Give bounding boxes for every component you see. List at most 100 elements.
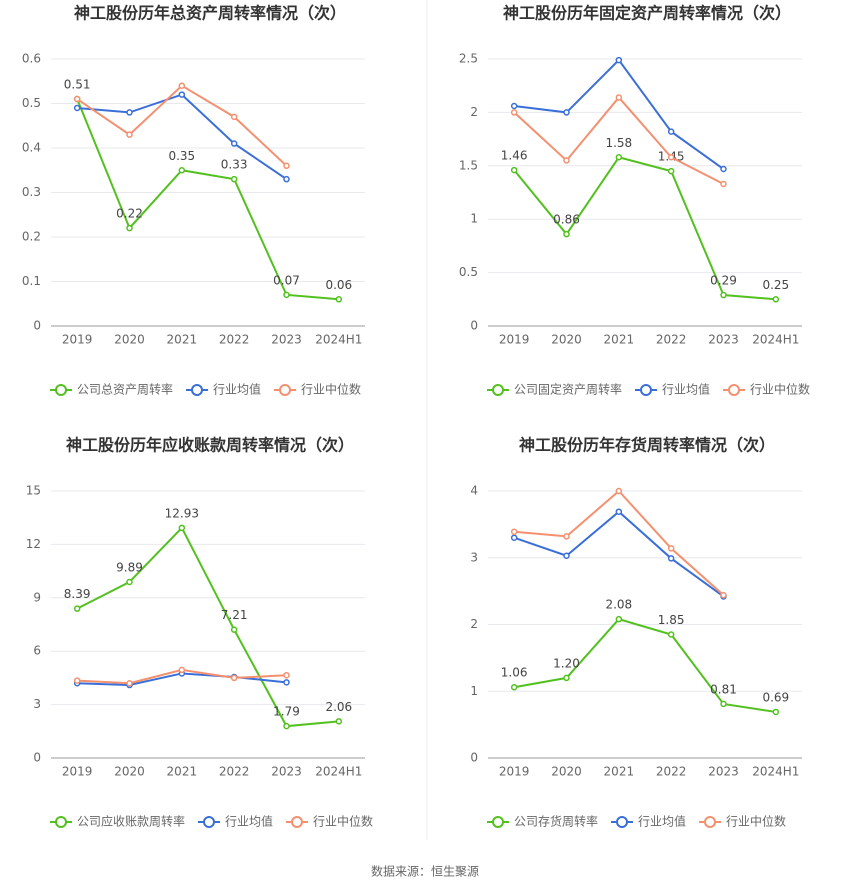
series-line bbox=[514, 489, 725, 596]
data-point bbox=[510, 528, 518, 535]
data-label: 1.79 bbox=[273, 705, 300, 719]
y-tick-label: 2.5 bbox=[459, 52, 478, 66]
series-line bbox=[513, 510, 725, 598]
legend-swatch[interactable] bbox=[492, 384, 504, 396]
data-point bbox=[126, 109, 133, 116]
legend-swatch[interactable] bbox=[704, 816, 716, 828]
legend-label[interactable]: 行业中位数 bbox=[301, 382, 361, 397]
x-tick-label: 2020 bbox=[551, 765, 582, 779]
data-label: 0.07 bbox=[273, 273, 300, 287]
y-tick-label: 6 bbox=[33, 644, 41, 658]
legend-swatch[interactable] bbox=[191, 384, 203, 396]
legend-swatch[interactable] bbox=[55, 816, 67, 828]
data-label: 2.06 bbox=[325, 700, 352, 714]
legend-label[interactable]: 行业均值 bbox=[638, 814, 686, 829]
y-tick-label: 0 bbox=[33, 319, 41, 333]
chart-title: 神工股份历年应收账款周转率情况（次） bbox=[66, 436, 354, 455]
legend-label[interactable]: 公司总资产周转率 bbox=[77, 382, 173, 397]
data-point bbox=[230, 674, 238, 682]
data-point bbox=[563, 533, 570, 540]
data-point bbox=[615, 154, 623, 161]
legend-label[interactable]: 行业中位数 bbox=[726, 814, 786, 829]
data-point bbox=[720, 180, 727, 188]
data-point bbox=[126, 578, 133, 586]
legend-label[interactable]: 行业中位数 bbox=[313, 814, 373, 829]
legend-swatch[interactable] bbox=[616, 816, 628, 828]
x-tick-label: 2019 bbox=[62, 765, 93, 779]
data-point bbox=[178, 167, 186, 174]
x-tick-label: 2019 bbox=[62, 333, 93, 347]
data-point bbox=[720, 591, 727, 599]
series-line bbox=[514, 58, 725, 170]
legend-swatch[interactable] bbox=[279, 384, 291, 396]
data-label: 7.21 bbox=[221, 608, 248, 622]
legend-label[interactable]: 公司固定资产周转率 bbox=[514, 382, 622, 397]
data-point bbox=[720, 165, 727, 173]
y-tick-label: 1 bbox=[470, 684, 478, 698]
data-point bbox=[283, 671, 290, 679]
x-tick-label: 2019 bbox=[499, 333, 530, 347]
legend-label[interactable]: 行业均值 bbox=[213, 382, 261, 397]
data-label: 1.85 bbox=[658, 613, 685, 627]
series-line bbox=[513, 156, 776, 301]
legend-swatch[interactable] bbox=[291, 816, 303, 828]
y-tick-label: 0.2 bbox=[22, 230, 41, 244]
legend-swatch[interactable] bbox=[492, 816, 504, 828]
y-tick-label: 0 bbox=[33, 751, 41, 765]
data-point bbox=[563, 230, 570, 238]
data-point bbox=[772, 708, 780, 716]
legend-swatch[interactable] bbox=[728, 384, 740, 396]
legend-label[interactable]: 行业均值 bbox=[662, 382, 710, 397]
data-point bbox=[230, 113, 238, 121]
data-point bbox=[230, 626, 238, 633]
data-label: 0.35 bbox=[168, 149, 195, 163]
data-point bbox=[667, 167, 675, 175]
data-point bbox=[563, 157, 570, 164]
data-point bbox=[283, 291, 290, 299]
legend-swatch[interactable] bbox=[640, 384, 652, 396]
x-tick-label: 2023 bbox=[271, 765, 302, 779]
data-point bbox=[73, 605, 81, 612]
data-point bbox=[283, 175, 290, 183]
legend-label[interactable]: 行业均值 bbox=[225, 814, 273, 829]
data-label: 0.51 bbox=[64, 78, 91, 92]
legend-swatch[interactable] bbox=[203, 816, 215, 828]
data-point bbox=[510, 683, 518, 691]
y-tick-label: 3 bbox=[33, 697, 41, 711]
data-point bbox=[615, 56, 623, 64]
x-tick-label: 2023 bbox=[708, 765, 739, 779]
data-point bbox=[73, 95, 81, 103]
data-point bbox=[720, 291, 727, 299]
data-label: 1.46 bbox=[501, 149, 528, 163]
x-tick-label: 2021 bbox=[167, 765, 198, 779]
data-point bbox=[178, 82, 186, 89]
legend-swatch[interactable] bbox=[55, 384, 67, 396]
x-tick-label: 2021 bbox=[167, 333, 198, 347]
data-point bbox=[615, 615, 623, 623]
y-tick-label: 1.5 bbox=[459, 158, 478, 172]
data-point bbox=[178, 666, 186, 674]
y-tick-label: 2 bbox=[470, 617, 478, 631]
data-point bbox=[230, 140, 238, 147]
data-point bbox=[667, 154, 675, 161]
data-point bbox=[73, 677, 81, 684]
data-point bbox=[230, 175, 238, 183]
data-label: 9.89 bbox=[116, 560, 143, 574]
data-point bbox=[335, 296, 343, 303]
data-label: 0.81 bbox=[710, 682, 737, 696]
x-tick-label: 2021 bbox=[604, 333, 635, 347]
data-label: 0.25 bbox=[762, 278, 789, 292]
data-point bbox=[615, 487, 623, 495]
x-tick-label: 2024H1 bbox=[752, 333, 799, 347]
x-tick-label: 2020 bbox=[114, 333, 145, 347]
data-point bbox=[283, 162, 290, 170]
y-tick-label: 12 bbox=[26, 537, 41, 551]
legend-label[interactable]: 公司存货周转率 bbox=[514, 814, 598, 829]
legend-label[interactable]: 行业中位数 bbox=[750, 382, 810, 397]
data-point bbox=[73, 104, 81, 112]
data-label: 2.08 bbox=[605, 598, 632, 612]
chart-title: 神工股份历年存货周转率情况（次） bbox=[519, 436, 775, 455]
y-tick-label: 9 bbox=[33, 590, 41, 604]
legend-label[interactable]: 公司应收账款周转率 bbox=[77, 814, 185, 829]
